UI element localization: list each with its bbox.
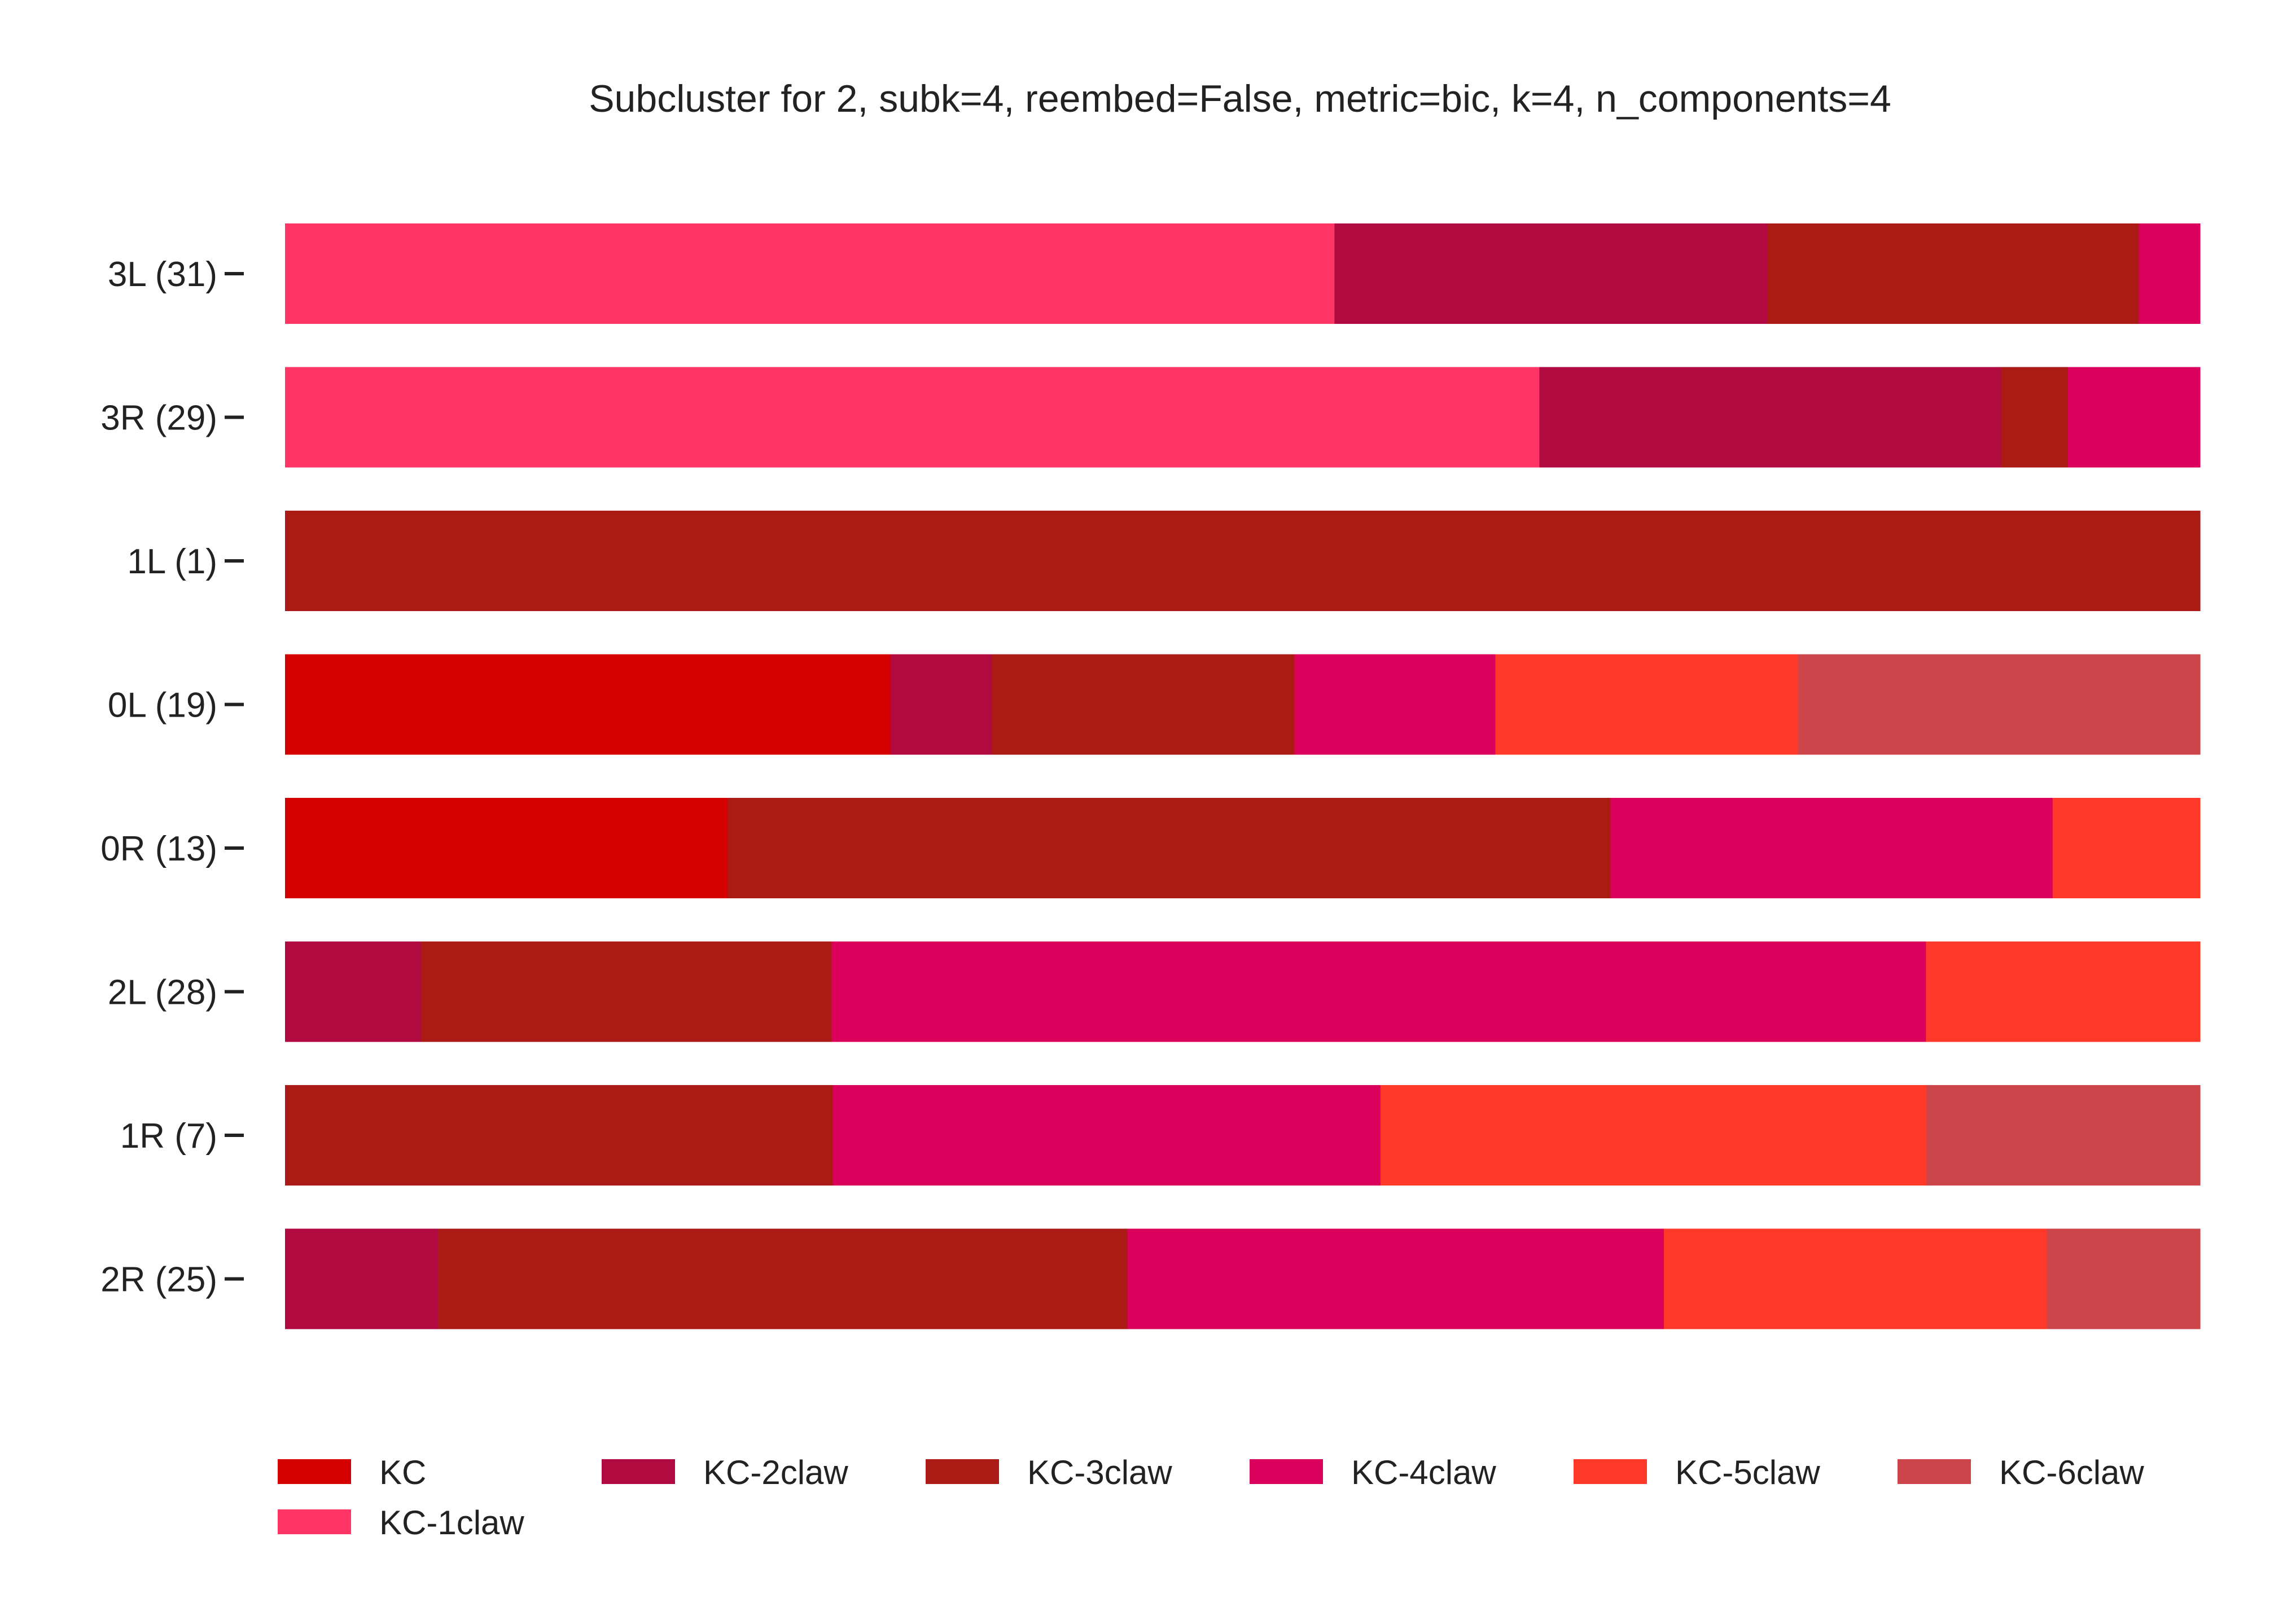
legend-label-kc-2claw: KC-2claw xyxy=(703,1454,848,1491)
y-tick-label: 2R (25) xyxy=(100,1261,217,1299)
y-tick-label: 2L (28) xyxy=(108,973,217,1012)
bar-segment-2r-25-kc-3claw xyxy=(438,1228,1128,1329)
bar-segment-3l-31-kc-3claw xyxy=(1767,223,2140,324)
y-tick-label: 1L (1) xyxy=(127,542,217,581)
bar-segment-3l-31-kc-2claw xyxy=(1334,223,1768,324)
legend-swatch-kc-6claw xyxy=(1898,1459,1971,1484)
bar-segment-2r-25-kc-2claw xyxy=(285,1228,439,1329)
bar-segment-2l-28-kc-4claw xyxy=(831,941,1926,1042)
y-tick-label: 1R (7) xyxy=(120,1117,217,1156)
bar-segment-2l-28-kc-5claw xyxy=(1926,941,2201,1042)
legend: KC KC-2claw KC-3claw KC-4claw KC-5claw KC-6cl… xyxy=(278,1454,2144,1542)
bar-segment-3r-29-kc-2claw xyxy=(1539,367,2001,468)
bar-segment-1r-7-kc-3claw xyxy=(285,1085,833,1186)
legend-swatch-kc-2claw xyxy=(602,1459,675,1484)
legend-swatch-kc-5claw xyxy=(1574,1459,1647,1484)
bar-segment-3r-29-kc-4claw xyxy=(2067,367,2201,468)
legend-swatch-kc-4claw xyxy=(1250,1459,1323,1484)
bar-segment-3r-29-kc-1claw xyxy=(285,367,1540,468)
legend-swatch-kc-1claw xyxy=(278,1509,351,1534)
bar-segment-0l-19-kc-2claw xyxy=(890,654,992,755)
legend-label-kc-4claw: KC-4claw xyxy=(1351,1454,1496,1491)
bar-segment-0l-19-kc xyxy=(285,654,891,755)
legend-label-kc: KC xyxy=(379,1454,426,1491)
bar-segment-2l-28-kc-3claw xyxy=(421,941,832,1042)
legend-swatch-kc-3claw xyxy=(926,1459,999,1484)
bar-segment-0l-19-kc-5claw xyxy=(1495,654,1799,755)
y-axis: 3L (31) 3R (29) 1L (1) 0L (19) 0R (13) 2L (28… xyxy=(100,255,244,1299)
y-tick-label: 0R (13) xyxy=(100,829,217,868)
bar-segment-0l-19-kc-3claw xyxy=(992,654,1295,755)
y-tick-label: 3L (31) xyxy=(108,255,217,294)
bar-segment-1r-7-kc-4claw xyxy=(832,1085,1381,1186)
bar-segment-0r-13-kc xyxy=(285,798,728,898)
legend-swatch-kc xyxy=(278,1459,351,1484)
bar-segment-3l-31-kc-1claw xyxy=(285,223,1335,324)
bar-segment-0l-19-kc-6claw xyxy=(1798,654,2201,755)
y-tick-label: 3R (29) xyxy=(100,399,217,438)
legend-label-kc-3claw: KC-3claw xyxy=(1027,1454,1172,1491)
bar-segment-0r-13-kc-3claw xyxy=(727,798,1611,898)
bar-segment-2r-25-kc-6claw xyxy=(2047,1228,2201,1329)
bar-segment-3r-29-kc-3claw xyxy=(2001,367,2069,468)
chart-title: Subcluster for 2, subk=4, reembed=False,… xyxy=(589,77,1891,120)
bar-segment-0r-13-kc-5claw xyxy=(2052,798,2201,898)
bar-segment-1l-1-kc-3claw xyxy=(285,511,2201,611)
bar-segment-1r-7-kc-6claw xyxy=(1926,1085,2201,1186)
bar-segment-0r-13-kc-4claw xyxy=(1610,798,2053,898)
legend-label-kc-1claw: KC-1claw xyxy=(379,1504,524,1542)
bar-segment-2l-28-kc-2claw xyxy=(285,941,422,1042)
legend-label-kc-5claw: KC-5claw xyxy=(1675,1454,1820,1491)
bar-segment-3l-31-kc-4claw xyxy=(2139,223,2201,324)
bar-segment-1r-7-kc-5claw xyxy=(1380,1085,1927,1186)
legend-label-kc-6claw: KC-6claw xyxy=(1999,1454,2144,1491)
y-tick-label: 0L (19) xyxy=(108,686,217,725)
bars-group xyxy=(285,223,2201,1329)
bar-segment-0l-19-kc-4claw xyxy=(1294,654,1496,755)
bar-segment-2r-25-kc-4claw xyxy=(1127,1228,1664,1329)
bar-segment-2r-25-kc-5claw xyxy=(1663,1228,2048,1329)
